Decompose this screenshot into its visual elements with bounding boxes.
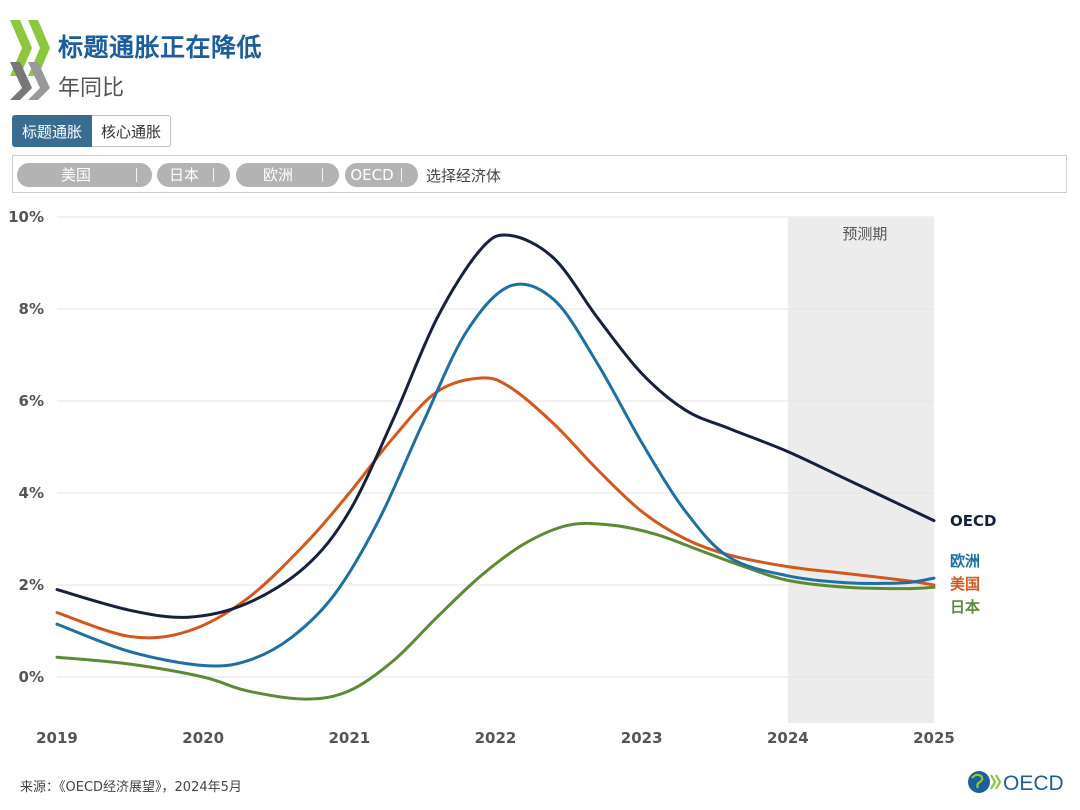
oecd-brand-text: OECD (1003, 772, 1064, 795)
end-label-日本: 日本 (950, 598, 980, 616)
forecast-label: 预测期 (842, 225, 887, 243)
inflation-type-tabs: 标题通胀 核心通胀 (12, 115, 172, 147)
source-note: 来源：《OECD经济展望》，2024年5月 (20, 780, 242, 795)
economy-selector[interactable]: 美国 日本 欧洲 OECD 选择经济体 (12, 155, 1067, 193)
x-tick-label: 2023 (621, 729, 663, 747)
chip-japan-remove-icon[interactable] (213, 168, 214, 182)
y-tick-label: 10% (8, 208, 44, 226)
series-line-oecd (55, 233, 936, 619)
end-label-美国: 美国 (950, 575, 980, 593)
end-label-OECD: OECD (950, 512, 996, 530)
chip-oecd[interactable]: OECD (345, 163, 418, 187)
chip-europe-label: 欧洲 (262, 166, 293, 184)
y-tick-label: 0% (19, 668, 44, 686)
x-tick-label: 2021 (328, 729, 370, 747)
select-economy-placeholder[interactable]: 选择经济体 (426, 167, 502, 185)
x-tick-label: 2020 (182, 729, 224, 747)
y-tick-label: 4% (19, 484, 44, 502)
series-line-美国 (55, 376, 936, 640)
x-tick-label: 2022 (475, 729, 517, 747)
x-tick-label: 2019 (36, 729, 78, 747)
chip-oecd-label: OECD (350, 166, 394, 184)
chip-usa-remove-icon[interactable] (136, 168, 137, 182)
x-tick-label: 2024 (767, 729, 809, 747)
forecast-band (787, 218, 934, 723)
y-tick-label: 6% (19, 392, 44, 410)
chip-oecd-remove-icon[interactable] (401, 168, 402, 182)
end-label-欧洲: 欧洲 (950, 552, 980, 570)
chip-usa-label: 美国 (60, 166, 91, 184)
tab-headline-inflation[interactable]: 标题通胀 (12, 115, 93, 147)
inflation-line-chart: 预测期 0% 2% 4% 6% 8% 10% 2019 2020 2021 2022 2023 2024… (8, 208, 996, 747)
series-line-日本 (55, 521, 936, 701)
tab-core-inflation[interactable]: 核心通胀 (92, 115, 172, 147)
series-line-欧洲 (55, 282, 936, 668)
oecd-brand-logo: OECD (968, 771, 1064, 795)
chart-subtitle: 年同比 (58, 76, 125, 101)
x-tick-label: 2025 (913, 729, 955, 747)
chart-title: 标题通胀正在降低 (58, 33, 263, 62)
chip-europe-remove-icon[interactable] (322, 168, 323, 182)
chip-usa[interactable]: 美国 (17, 163, 152, 187)
chip-japan[interactable]: 日本 (157, 163, 230, 187)
chip-europe[interactable]: 欧洲 (236, 163, 339, 187)
chip-japan-label: 日本 (168, 166, 199, 184)
y-tick-label: 2% (19, 576, 44, 594)
oecd-chevron-logo (10, 20, 50, 100)
y-tick-label: 8% (19, 300, 44, 318)
